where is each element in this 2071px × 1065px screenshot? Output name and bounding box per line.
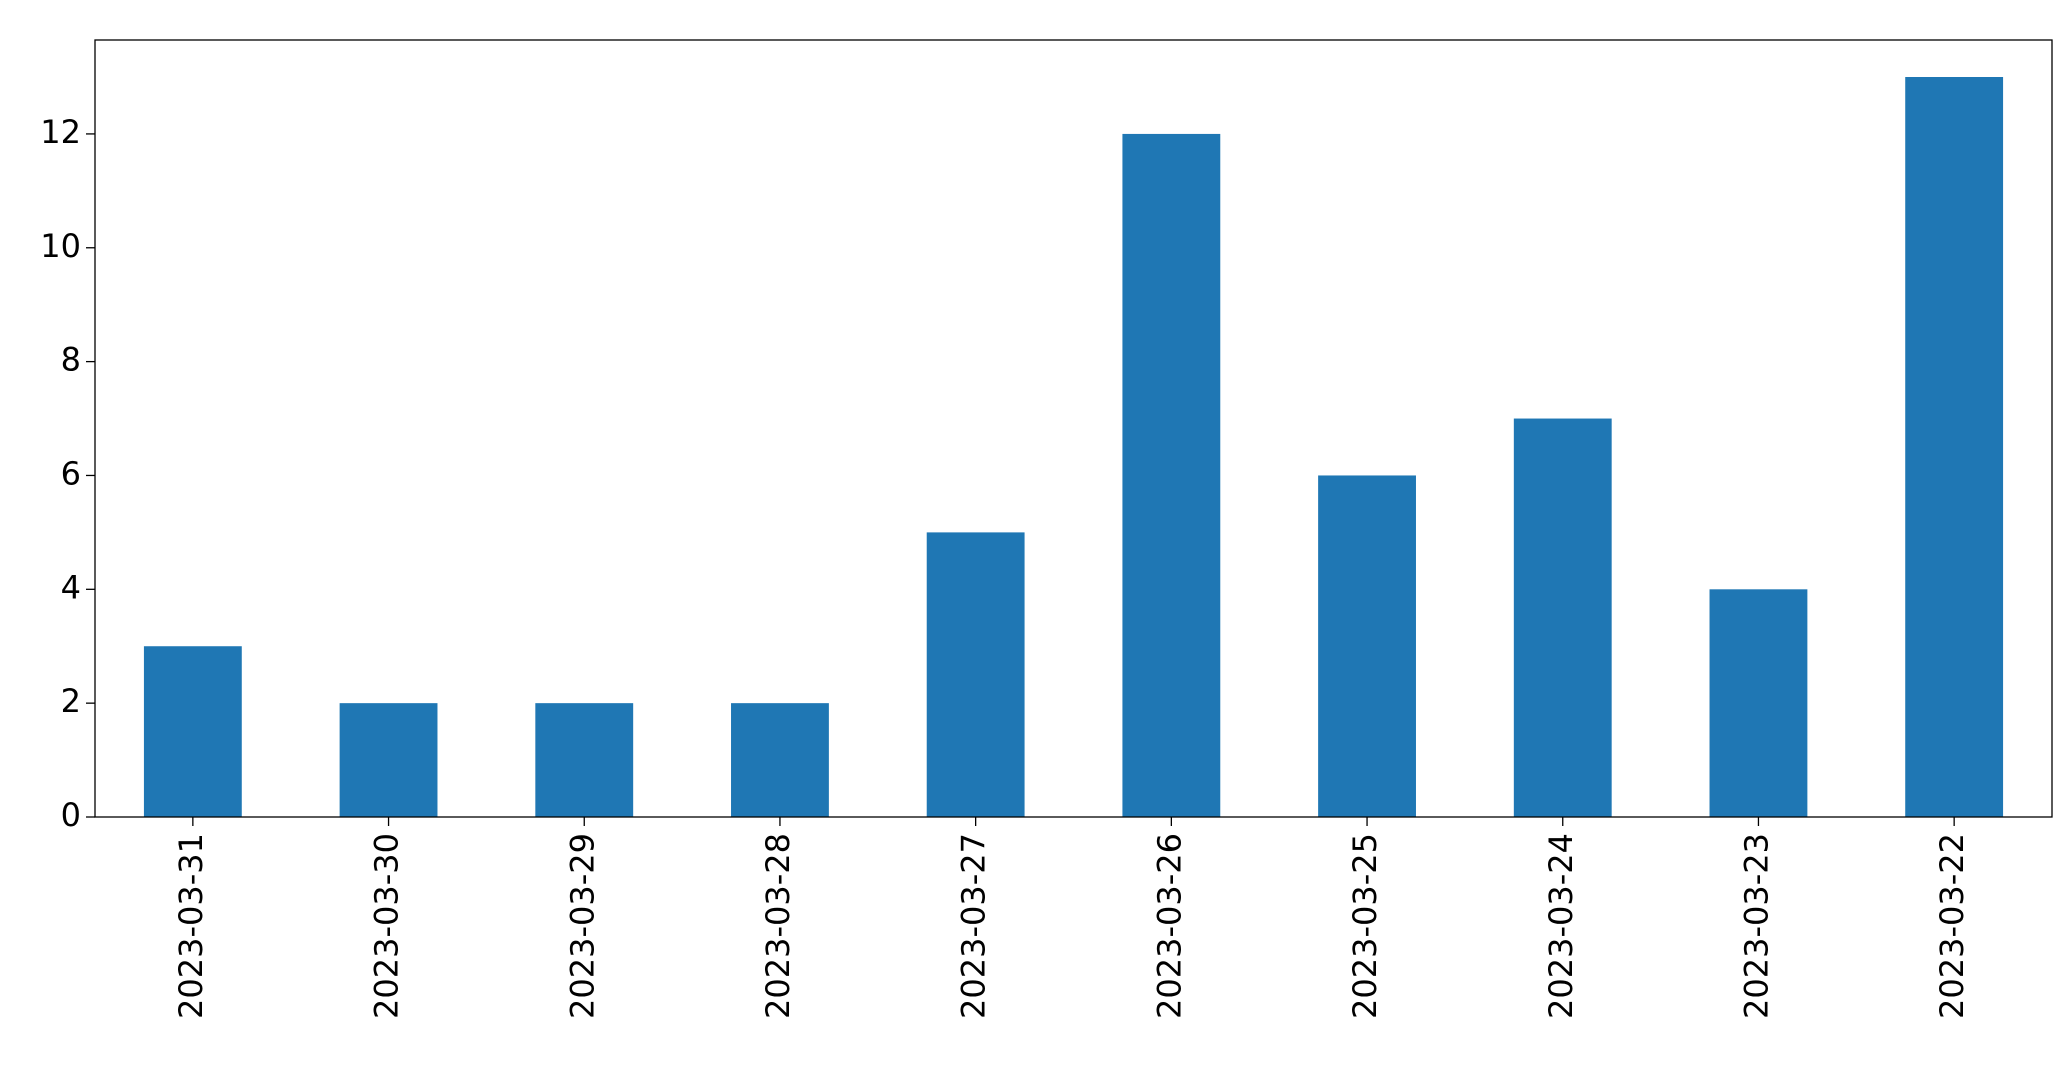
bar bbox=[535, 703, 634, 817]
x-tick-label: 2023-03-25 bbox=[1346, 833, 1384, 1019]
x-tick-label: 2023-03-29 bbox=[563, 833, 601, 1019]
x-tick-label: 2023-03-23 bbox=[1737, 833, 1775, 1019]
x-tick-label: 2023-03-28 bbox=[759, 833, 797, 1019]
x-tick-label: 2023-03-24 bbox=[1542, 833, 1580, 1019]
bar bbox=[143, 646, 242, 817]
bar bbox=[1122, 133, 1221, 817]
bar bbox=[1513, 418, 1612, 817]
y-tick-label: 4 bbox=[61, 568, 81, 606]
bar bbox=[1318, 475, 1416, 817]
x-tick-label: 2023-03-22 bbox=[1933, 833, 1971, 1019]
bar bbox=[1709, 589, 1808, 817]
y-tick-label: 0 bbox=[61, 796, 81, 834]
bar bbox=[339, 703, 438, 817]
x-tick-label: 2023-03-31 bbox=[172, 833, 210, 1019]
x-tick-label: 2023-03-30 bbox=[368, 833, 406, 1019]
x-tick-label: 2023-03-26 bbox=[1150, 833, 1188, 1019]
bar bbox=[926, 532, 1025, 817]
y-tick-label: 12 bbox=[40, 113, 81, 151]
bar bbox=[731, 703, 829, 817]
y-tick-label: 8 bbox=[61, 341, 81, 379]
plot-frame bbox=[94, 39, 2053, 818]
x-tick-label: 2023-03-27 bbox=[955, 833, 993, 1019]
y-tick-label: 10 bbox=[40, 227, 81, 265]
y-tick-label: 2 bbox=[61, 682, 81, 720]
bar bbox=[1905, 77, 2004, 817]
y-tick-label: 6 bbox=[61, 454, 81, 492]
